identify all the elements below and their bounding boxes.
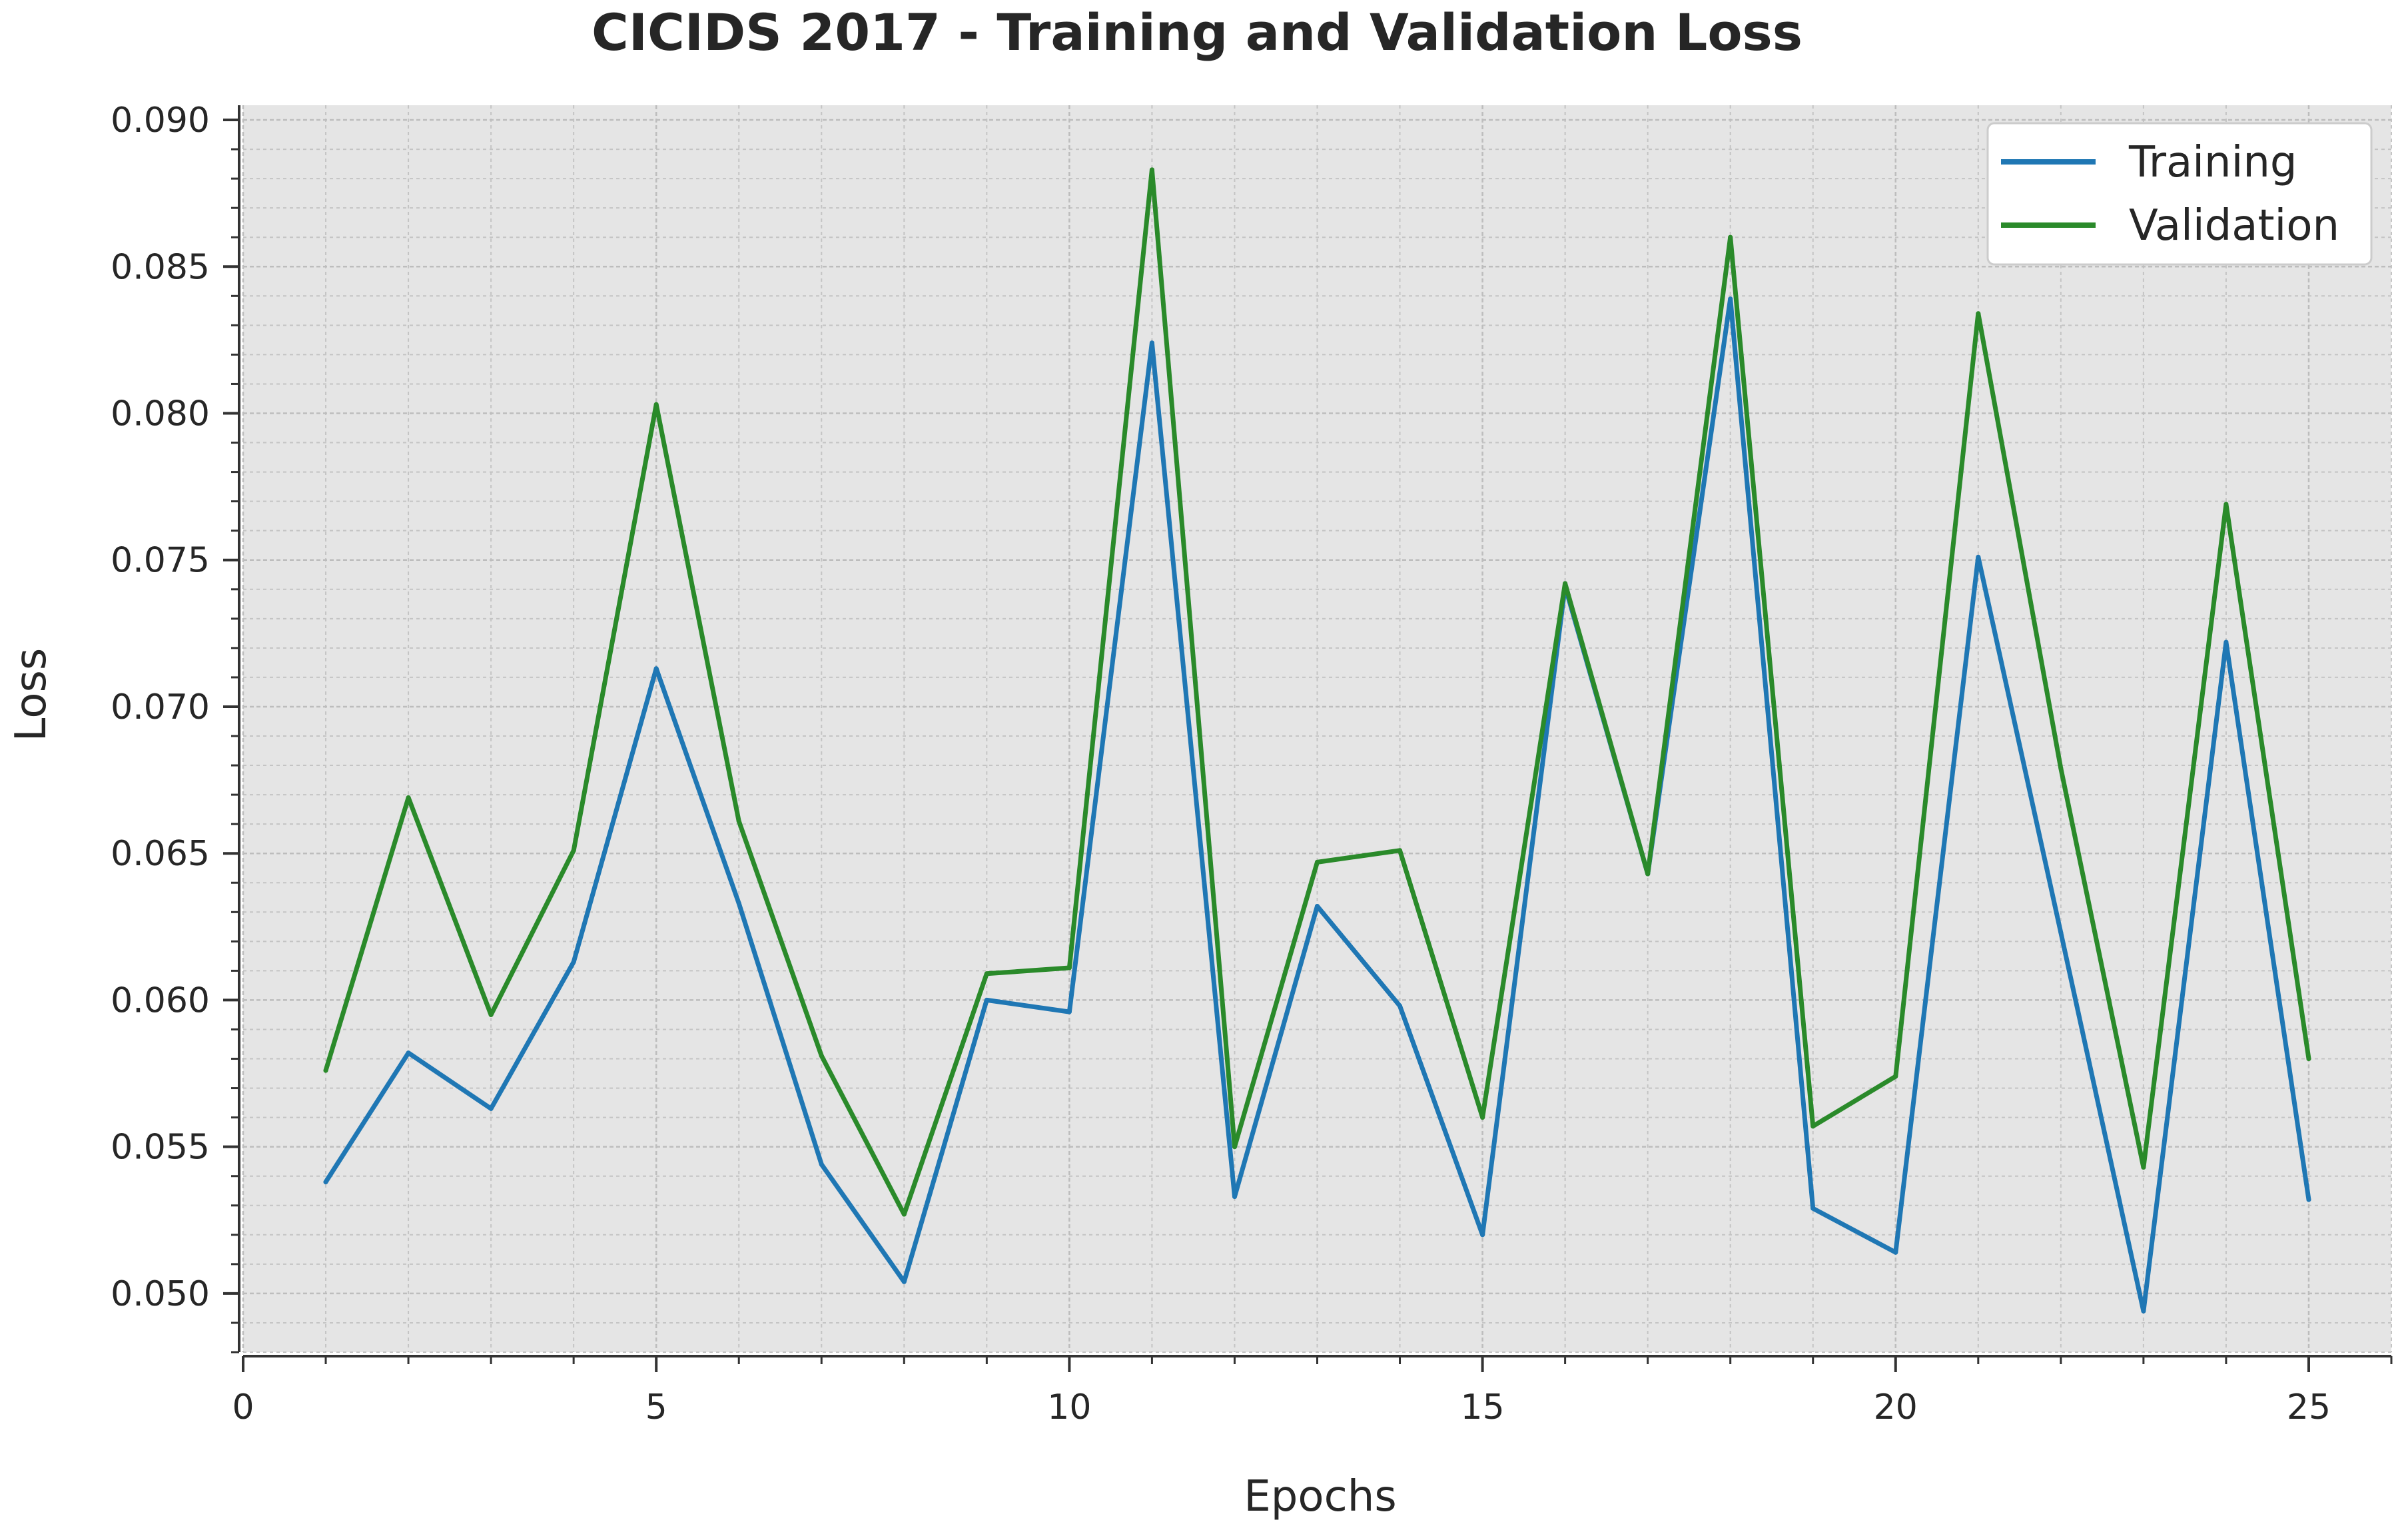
validation-point — [488, 1012, 494, 1017]
validation-point — [2141, 1165, 2146, 1170]
validation-point — [736, 819, 741, 824]
major-grid — [242, 105, 2391, 1352]
validation-point — [1398, 848, 1403, 853]
validation-point — [1728, 234, 1733, 240]
y-tick-label: 0.080 — [111, 394, 210, 434]
training-point — [1398, 1003, 1403, 1008]
validation-point — [2223, 502, 2229, 507]
training-point — [1232, 1194, 1237, 1200]
validation-point — [1232, 1144, 1237, 1150]
training-point — [819, 1162, 824, 1167]
training-point — [1480, 1232, 1485, 1238]
training-point — [736, 901, 741, 906]
y-tick-label: 0.055 — [111, 1128, 210, 1168]
validation-point — [1480, 1115, 1485, 1120]
validation-point — [1645, 871, 1651, 877]
validation-point — [901, 1212, 907, 1217]
y-tick-label: 0.050 — [111, 1274, 210, 1314]
validation-point — [819, 1053, 824, 1058]
series-layer — [323, 167, 2311, 1314]
training-point — [2058, 930, 2064, 935]
validation-point — [1315, 859, 1320, 865]
validation-point — [1810, 1124, 1816, 1129]
x-tick-label: 25 — [2287, 1387, 2331, 1427]
validation-point — [653, 402, 659, 407]
training-point — [901, 1279, 907, 1284]
legend-training-label: Training — [2128, 138, 2297, 187]
validation-point — [1563, 581, 1568, 586]
x-tick-label: 15 — [1460, 1387, 1504, 1427]
training-point — [323, 1180, 328, 1185]
y-tick-label: 0.065 — [111, 834, 210, 874]
validation-point — [323, 1068, 328, 1073]
training-point — [1976, 554, 1981, 560]
training-point — [984, 997, 989, 1002]
y-tick-label: 0.060 — [111, 980, 210, 1020]
y-tick-label: 0.075 — [111, 541, 210, 581]
training-point — [1149, 340, 1154, 346]
y-tick-label: 0.085 — [111, 247, 210, 287]
training-point — [653, 666, 659, 671]
validation-point — [1149, 167, 1154, 173]
validation-point — [2306, 1056, 2311, 1062]
y-tick-label: 0.070 — [111, 687, 210, 727]
x-axis-label: Epochs — [1244, 1472, 1396, 1521]
y-axis-label: Loss — [7, 648, 56, 741]
validation-point — [2058, 765, 2064, 771]
training-point — [571, 959, 576, 964]
validation-point — [1066, 965, 1072, 970]
validation-point — [984, 971, 989, 976]
legend-validation-label: Validation — [2129, 201, 2339, 250]
training-point — [488, 1106, 494, 1111]
validation-point — [406, 795, 411, 801]
legend-box — [1986, 122, 2373, 266]
x-tick-label: 5 — [645, 1387, 667, 1427]
training-point — [1893, 1250, 1898, 1255]
training-point — [2141, 1308, 2146, 1314]
validation-point — [1976, 311, 1981, 316]
training-point — [1728, 296, 1733, 302]
chart-title: CICIDS 2017 - Training and Validation Lo… — [592, 3, 1803, 62]
validation-point — [1893, 1074, 1898, 1079]
training-point — [1066, 1009, 1072, 1014]
training-point — [1315, 903, 1320, 909]
y-tick-label: 0.090 — [111, 101, 210, 141]
training-point — [2223, 639, 2229, 645]
legend: Training Validation — [1986, 122, 2373, 266]
training-point — [1810, 1206, 1816, 1211]
x-tick-label: 0 — [232, 1387, 254, 1427]
x-tick-label: 10 — [1047, 1387, 1091, 1427]
tick-labels: 0 5 10 15 20 25 0.050 0.055 0.060 0.065 0.070 0.075… — [111, 101, 2331, 1427]
x-tick-label: 20 — [1874, 1387, 1918, 1427]
training-point — [2306, 1197, 2311, 1202]
validation-point — [571, 848, 576, 853]
axes — [223, 105, 2393, 1372]
training-point — [406, 1050, 411, 1056]
